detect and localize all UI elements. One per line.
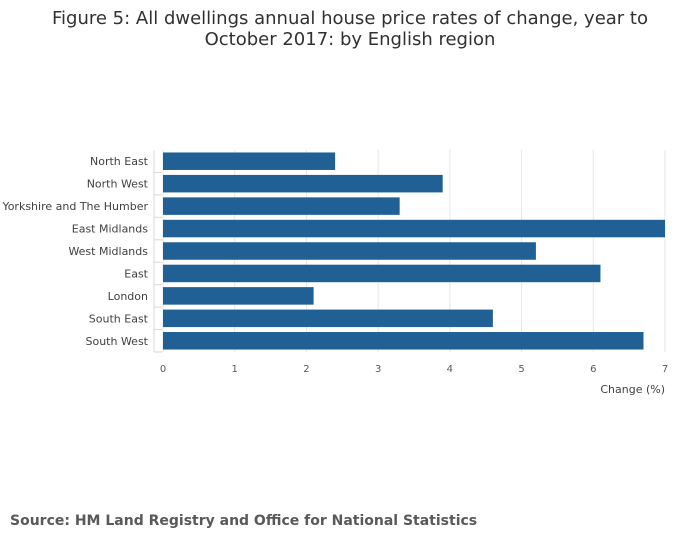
x-tick-label: 3: [375, 364, 381, 375]
source-note: Source: HM Land Registry and Office for …: [10, 513, 478, 529]
x-tick-label: 5: [518, 364, 524, 375]
x-tick-label: 2: [303, 364, 309, 375]
bar: [163, 174, 443, 193]
category-label: West Midlands: [68, 245, 148, 258]
category-label: North East: [90, 155, 149, 168]
category-label: East Midlands: [72, 223, 149, 236]
category-label: North West: [87, 178, 149, 191]
category-label: Yorkshire and The Humber: [1, 200, 148, 213]
x-tick-label: 4: [447, 364, 453, 375]
category-label: London: [108, 290, 148, 303]
x-tick-label: 0: [160, 364, 166, 375]
chart-title: Figure 5: All dwellings annual house pri…: [51, 8, 648, 50]
category-label: East: [124, 267, 148, 280]
x-tick-labels: 0 1 2 3 4 5 6 7: [160, 364, 668, 375]
bar: [163, 287, 314, 305]
bar: [163, 152, 336, 170]
category-label: South West: [85, 335, 148, 348]
category-labels: North East North West Yorkshire and The Hu…: [1, 155, 162, 353]
category-label: South East: [89, 312, 149, 325]
x-tick-label: 1: [232, 364, 238, 375]
bar: [163, 309, 493, 328]
bars: [163, 152, 665, 350]
x-tick-label: 6: [590, 364, 596, 375]
x-axis-title: Change (%): [600, 383, 665, 396]
bar: [163, 332, 644, 350]
bar: [163, 197, 400, 215]
bar: [163, 219, 665, 238]
bar: [163, 242, 536, 260]
bar: [163, 264, 601, 283]
x-tick-label: 7: [662, 364, 668, 375]
